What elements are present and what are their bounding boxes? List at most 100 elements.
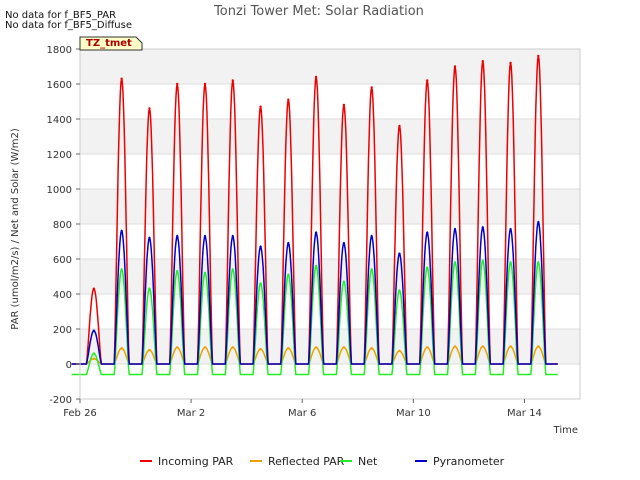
- data-point: [148, 348, 151, 352]
- data-point: [537, 345, 540, 348]
- data-point: [537, 261, 540, 264]
- plot-band: [80, 294, 580, 329]
- data-point: [426, 346, 429, 349]
- data-point: [287, 347, 290, 350]
- plot-bands: [80, 49, 580, 399]
- site-label-box: TZ_tmet: [79, 36, 143, 51]
- data-point: [120, 268, 123, 271]
- data-point: [231, 268, 234, 271]
- data-point: [176, 346, 179, 349]
- legend: Incoming PAR Reflected PAR Net Pyranometer: [140, 455, 505, 468]
- plot-band: [80, 119, 580, 154]
- data-point: [398, 289, 401, 292]
- data-point: [148, 236, 151, 240]
- data-point: [259, 282, 262, 285]
- data-point: [231, 235, 234, 238]
- data-point: [398, 124, 401, 128]
- plot-band: [80, 189, 580, 224]
- data-point: [148, 107, 151, 110]
- data-point: [259, 245, 262, 248]
- x-tick-label: Mar 2: [177, 408, 205, 419]
- chart-title: Tonzi Tower Met: Solar Radiation: [213, 4, 424, 19]
- data-point: [287, 273, 290, 276]
- x-tick-label: Mar 10: [396, 408, 431, 419]
- series-layer: [71, 54, 558, 376]
- data-point: [370, 86, 373, 89]
- series-line-incoming-par: [71, 55, 558, 365]
- data-point: [314, 75, 318, 79]
- x-axis-ticks: Feb 26 Mar 2 Mar 6 Mar 10 Mar 14: [63, 399, 542, 419]
- data-point: [426, 79, 429, 82]
- y-tick-label: 1600: [47, 80, 72, 91]
- data-point: [314, 231, 318, 234]
- site-label: TZ_tmet: [86, 38, 132, 49]
- data-point: [92, 357, 96, 360]
- data-point: [537, 54, 540, 58]
- x-tick-label: Mar 14: [507, 408, 542, 419]
- data-point: [342, 103, 346, 107]
- data-point: [92, 287, 96, 290]
- data-point: [287, 98, 290, 101]
- data-point: [537, 221, 540, 224]
- data-point: [481, 60, 484, 63]
- data-point: [398, 252, 401, 255]
- data-point: [92, 352, 96, 355]
- data-point: [120, 347, 123, 350]
- legend-label: Pyranometer: [433, 455, 505, 468]
- plot-band: [80, 49, 580, 84]
- y-tick-label: 400: [53, 290, 72, 301]
- data-point: [259, 347, 262, 351]
- data-point: [342, 346, 346, 349]
- data-point: [481, 345, 484, 348]
- data-point: [231, 79, 234, 82]
- legend-label: Reflected PAR: [268, 455, 345, 468]
- data-point: [481, 226, 484, 229]
- legend-label: Net: [358, 455, 378, 468]
- data-point: [370, 235, 373, 238]
- y-axis-label: PAR (umol/m2/s) / Net and Solar (W/m2): [10, 128, 21, 330]
- y-tick-label: 1800: [47, 45, 72, 56]
- data-point: [314, 264, 318, 268]
- data-point: [148, 287, 151, 290]
- y-tick-label: 800: [53, 220, 72, 231]
- no-data-note-1: No data for f_BF5_PAR: [5, 10, 116, 21]
- data-point: [176, 270, 179, 273]
- data-point: [203, 346, 207, 349]
- plot-band: [80, 154, 580, 189]
- data-point: [176, 235, 179, 238]
- legend-label: Incoming PAR: [158, 455, 234, 468]
- data-point: [259, 105, 262, 108]
- plot-band: [80, 224, 580, 259]
- data-point: [203, 82, 207, 86]
- data-point: [509, 61, 512, 65]
- data-point: [287, 242, 290, 245]
- data-point: [370, 347, 373, 350]
- data-point: [231, 346, 234, 349]
- data-point: [453, 65, 457, 68]
- y-tick-label: 600: [53, 255, 72, 266]
- x-axis-label: Time: [553, 425, 578, 436]
- data-point: [342, 280, 346, 283]
- y-tick-label: 1400: [47, 115, 72, 126]
- data-point: [92, 329, 96, 332]
- y-axis-ticks: -200 0 200 400 600 800 1000 1200 1400 1600 1800: [47, 45, 80, 406]
- x-tick-label: Feb 26: [63, 408, 97, 419]
- plot-band: [80, 84, 580, 119]
- y-tick-label: 1200: [47, 150, 72, 161]
- y-tick-label: 0: [66, 360, 72, 371]
- data-point: [509, 345, 512, 348]
- data-point: [398, 349, 401, 353]
- site-label-frame: [79, 36, 143, 51]
- plot-band: [80, 364, 580, 399]
- data-point: [509, 228, 512, 231]
- data-point: [203, 271, 207, 275]
- data-point: [203, 235, 207, 238]
- data-point: [370, 268, 373, 271]
- data-point: [426, 266, 429, 269]
- data-point: [509, 261, 512, 264]
- no-data-note-2: No data for f_BF5_Diffuse: [5, 20, 132, 31]
- data-point: [453, 261, 457, 264]
- plot-band: [80, 329, 580, 364]
- x-tick-label: Mar 6: [288, 408, 316, 419]
